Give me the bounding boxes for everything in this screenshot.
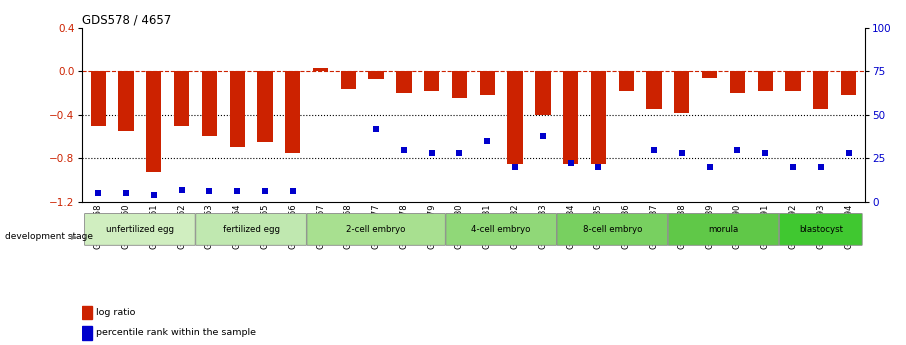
Point bbox=[786, 164, 800, 170]
Point bbox=[592, 164, 606, 170]
Point bbox=[842, 150, 856, 156]
FancyBboxPatch shape bbox=[84, 214, 195, 245]
Point bbox=[535, 133, 550, 138]
Text: GDS578 / 4657: GDS578 / 4657 bbox=[82, 13, 171, 27]
Point bbox=[285, 189, 300, 194]
FancyBboxPatch shape bbox=[779, 214, 863, 245]
Bar bbox=[82, 326, 92, 339]
FancyBboxPatch shape bbox=[446, 214, 556, 245]
Point bbox=[147, 192, 161, 198]
FancyBboxPatch shape bbox=[307, 214, 446, 245]
Point bbox=[758, 150, 773, 156]
Point bbox=[814, 164, 828, 170]
Point bbox=[508, 164, 523, 170]
Bar bbox=[341, 71, 356, 89]
Point bbox=[369, 126, 383, 131]
Bar bbox=[646, 71, 661, 109]
Text: ►: ► bbox=[71, 231, 78, 241]
Bar bbox=[369, 71, 384, 79]
Bar bbox=[146, 71, 161, 172]
Point bbox=[119, 190, 133, 196]
Point bbox=[397, 147, 411, 152]
Bar bbox=[507, 71, 523, 164]
Point bbox=[480, 138, 495, 144]
FancyBboxPatch shape bbox=[669, 214, 779, 245]
Bar bbox=[285, 71, 301, 153]
Text: development stage: development stage bbox=[5, 232, 92, 241]
Text: 8-cell embryo: 8-cell embryo bbox=[583, 225, 642, 234]
Bar bbox=[702, 71, 718, 78]
Bar bbox=[563, 71, 578, 164]
Bar bbox=[813, 71, 828, 109]
Text: unfertilized egg: unfertilized egg bbox=[106, 225, 174, 234]
Bar bbox=[535, 71, 551, 115]
Point bbox=[675, 150, 689, 156]
Bar bbox=[229, 71, 245, 147]
Text: fertilized egg: fertilized egg bbox=[223, 225, 280, 234]
Bar bbox=[591, 71, 606, 164]
FancyBboxPatch shape bbox=[196, 214, 306, 245]
Bar bbox=[619, 71, 634, 91]
Bar bbox=[757, 71, 773, 91]
Point bbox=[702, 164, 717, 170]
Point bbox=[174, 187, 188, 193]
FancyBboxPatch shape bbox=[557, 214, 668, 245]
Bar bbox=[91, 71, 106, 126]
Bar bbox=[452, 71, 467, 98]
Point bbox=[452, 150, 467, 156]
Bar bbox=[82, 306, 92, 319]
Bar bbox=[119, 71, 134, 131]
Point bbox=[647, 147, 661, 152]
Point bbox=[202, 189, 217, 194]
Bar bbox=[424, 71, 439, 91]
Bar bbox=[202, 71, 217, 137]
Bar bbox=[257, 71, 273, 142]
Text: morula: morula bbox=[708, 225, 738, 234]
Bar bbox=[396, 71, 411, 93]
Text: 2-cell embryo: 2-cell embryo bbox=[346, 225, 406, 234]
Text: log ratio: log ratio bbox=[96, 308, 135, 317]
Bar bbox=[841, 71, 856, 95]
Bar bbox=[174, 71, 189, 126]
Bar bbox=[479, 71, 495, 95]
Point bbox=[730, 147, 745, 152]
Point bbox=[91, 190, 105, 196]
Bar bbox=[729, 71, 745, 93]
Text: percentile rank within the sample: percentile rank within the sample bbox=[96, 328, 256, 337]
Bar bbox=[674, 71, 689, 112]
Bar bbox=[313, 68, 328, 71]
Text: blastocyst: blastocyst bbox=[799, 225, 843, 234]
Point bbox=[257, 189, 272, 194]
Bar bbox=[786, 71, 801, 91]
Point bbox=[230, 189, 245, 194]
Point bbox=[424, 150, 439, 156]
Point bbox=[564, 161, 578, 166]
Text: 4-cell embryo: 4-cell embryo bbox=[471, 225, 531, 234]
